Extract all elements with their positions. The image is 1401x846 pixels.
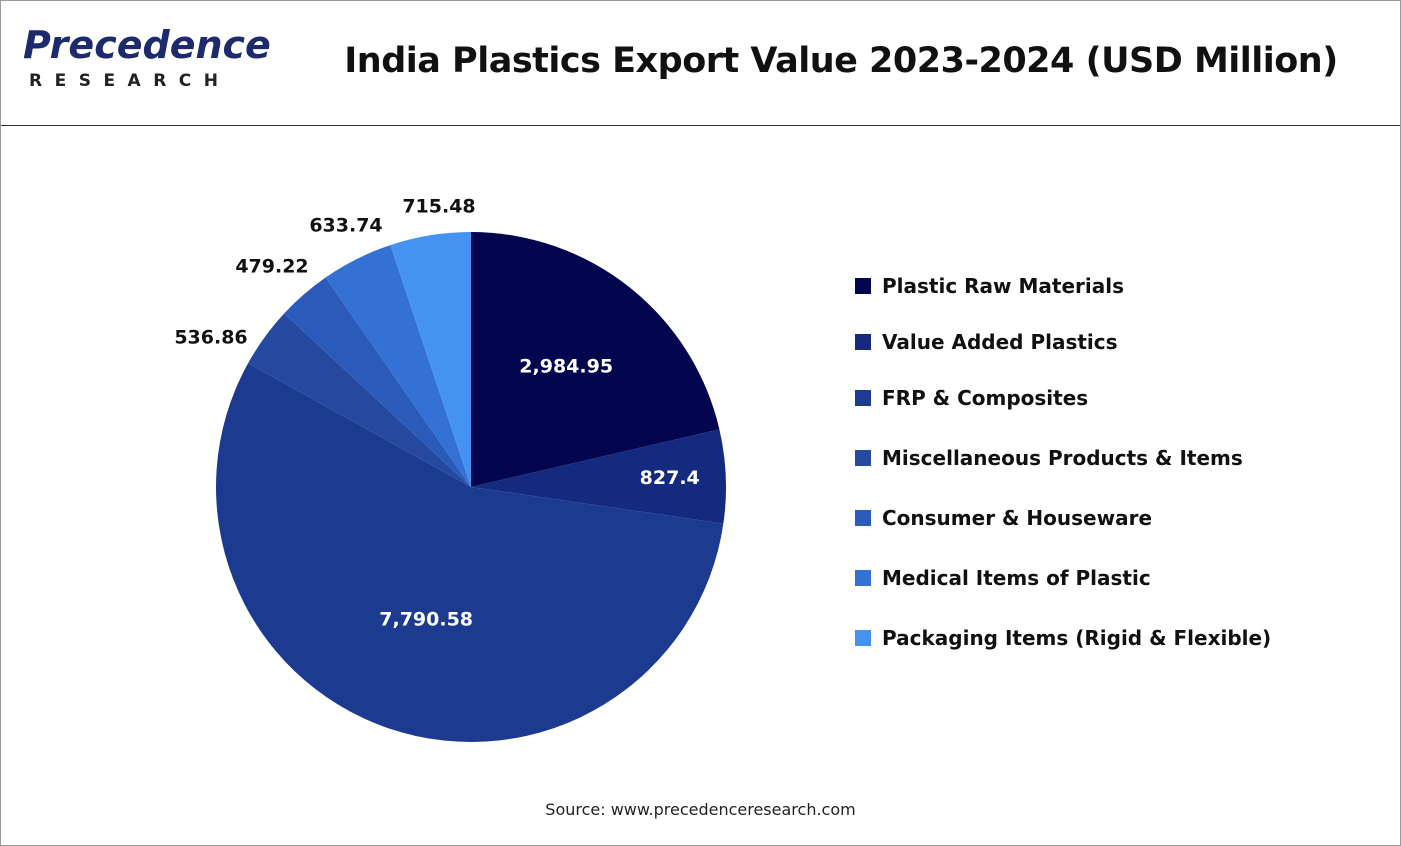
legend-label: Value Added Plastics	[882, 330, 1118, 354]
chart-title: India Plastics Export Value 2023-2024 (U…	[344, 41, 1338, 81]
legend-label: Medical Items of Plastic	[882, 566, 1151, 590]
source-note: Source: www.precedenceresearch.com	[545, 800, 856, 819]
legend-swatch	[855, 630, 871, 646]
pie-slice	[248, 313, 471, 487]
pie-slice	[284, 277, 471, 487]
legend-label: FRP & Composites	[882, 386, 1089, 410]
brand-logo: Precedence RESEARCH	[23, 23, 271, 97]
legend-item: Medical Items of Plastic	[855, 566, 1151, 590]
brand-subname: RESEARCH	[29, 71, 231, 91]
pie-slice	[390, 232, 471, 487]
legend-label: Plastic Raw Materials	[882, 274, 1124, 298]
legend-swatch	[855, 334, 871, 350]
legend-item: FRP & Composites	[855, 386, 1088, 410]
pie-slice	[471, 429, 726, 524]
legend-item: Value Added Plastics	[855, 330, 1118, 354]
legend-item: Miscellaneous Products & Items	[855, 446, 1243, 470]
header: Precedence RESEARCH India Plastics Expor…	[1, 1, 1400, 126]
legend-swatch	[855, 510, 871, 526]
legend-swatch	[855, 450, 871, 466]
legend-item: Consumer & Houseware	[855, 506, 1152, 530]
slice-value-label: 827.4	[640, 467, 700, 489]
pie-slice	[215, 363, 724, 742]
legend-swatch	[855, 278, 871, 294]
pie-slice	[471, 232, 720, 487]
slice-value-label: 2,984.95	[519, 356, 613, 378]
slice-value-label: 715.48	[402, 196, 475, 218]
pie-slice	[325, 245, 471, 487]
legend-item: Plastic Raw Materials	[855, 274, 1124, 298]
slice-value-label: 479.22	[235, 256, 308, 278]
slice-value-label: 536.86	[174, 327, 247, 349]
legend-item: Packaging Items (Rigid & Flexible)	[855, 626, 1271, 650]
legend-label: Miscellaneous Products & Items	[882, 446, 1243, 470]
legend-swatch	[855, 570, 871, 586]
brand-name: Precedence	[23, 23, 271, 67]
legend-swatch	[855, 390, 871, 406]
slice-value-label: 7,790.58	[379, 608, 473, 630]
legend-label: Consumer & Houseware	[882, 506, 1153, 530]
slice-value-label: 633.74	[309, 215, 382, 237]
legend-label: Packaging Items (Rigid & Flexible)	[882, 626, 1272, 650]
